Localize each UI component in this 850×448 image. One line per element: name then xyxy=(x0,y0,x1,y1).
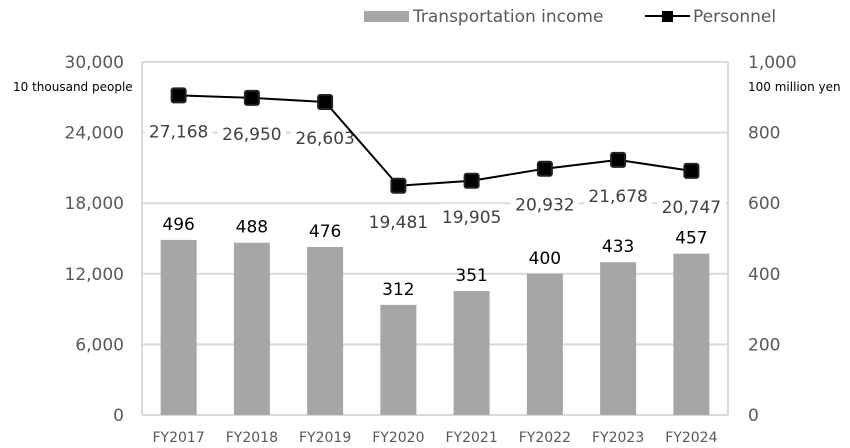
left-axis-unit: 10 thousand people xyxy=(13,80,133,94)
bar xyxy=(160,239,197,415)
line-data-label: 21,678 xyxy=(588,187,647,207)
line-label-bg xyxy=(364,208,433,235)
line-data-label: 26,950 xyxy=(222,125,281,145)
left-axis-tick: 6,000 xyxy=(75,335,124,355)
bar-data-label: 488 xyxy=(236,218,268,238)
line-label-bg xyxy=(437,203,506,230)
x-axis-tick: FY2019 xyxy=(299,430,351,446)
line-marker xyxy=(317,93,334,110)
line-marker xyxy=(610,151,627,168)
right-axis-tick: 200 xyxy=(748,335,780,355)
line-data-label: 27,168 xyxy=(149,122,208,142)
left-axis-tick: 18,000 xyxy=(65,194,124,214)
bar xyxy=(307,246,344,415)
x-axis-tick: FY2023 xyxy=(592,430,644,446)
bar xyxy=(600,262,637,415)
right-axis-tick: 800 xyxy=(748,124,780,144)
right-axis-tick: 1,000 xyxy=(748,53,797,73)
line-data-label: 26,603 xyxy=(295,129,354,149)
bar xyxy=(380,304,417,415)
x-axis-tick: FY2024 xyxy=(665,430,717,446)
line-marker xyxy=(390,177,407,194)
bar-data-label: 400 xyxy=(529,249,561,269)
line-data-label: 20,932 xyxy=(515,196,574,216)
left-axis-tick: 12,000 xyxy=(65,265,124,285)
left-axis-tick: 24,000 xyxy=(65,124,124,144)
legend-marker-swatch xyxy=(662,11,673,22)
bar xyxy=(453,291,490,415)
legend-label: Transportation income xyxy=(412,7,603,27)
bar xyxy=(526,273,563,415)
legend-label: Personnel xyxy=(693,7,776,27)
bar xyxy=(673,253,710,415)
bar-data-label: 351 xyxy=(455,266,487,286)
line-marker xyxy=(243,89,260,106)
bar-data-label: 433 xyxy=(602,237,634,257)
line-data-label: 20,747 xyxy=(662,198,721,218)
line-marker xyxy=(170,87,187,104)
line-marker xyxy=(463,172,480,189)
legend-bar-swatch xyxy=(364,11,409,22)
bar-data-label: 312 xyxy=(382,280,414,300)
line-marker xyxy=(683,162,700,179)
x-axis-tick: FY2021 xyxy=(446,430,498,446)
bar xyxy=(233,242,270,415)
line-label-bg xyxy=(510,191,579,218)
left-axis-tick: 0 xyxy=(113,406,124,426)
right-axis-tick: 400 xyxy=(748,265,780,285)
x-axis-tick: FY2017 xyxy=(153,430,205,446)
x-axis-tick: FY2020 xyxy=(372,430,424,446)
personnel-line xyxy=(178,94,692,187)
right-axis-unit: 100 million yen xyxy=(748,80,841,94)
left-axis-tick: 30,000 xyxy=(65,53,124,73)
bar-data-label: 457 xyxy=(675,229,707,249)
line-data-label: 19,481 xyxy=(369,213,428,233)
x-axis-tick: FY2022 xyxy=(519,430,571,446)
line-data-label: 19,905 xyxy=(442,208,501,228)
bar-data-label: 476 xyxy=(309,222,341,242)
right-axis-tick: 600 xyxy=(748,194,780,214)
line-label-bg xyxy=(584,182,653,209)
line-marker xyxy=(536,160,553,177)
x-axis-tick: FY2018 xyxy=(226,430,278,446)
bar-data-label: 496 xyxy=(162,215,194,235)
line-label-bg xyxy=(217,120,286,147)
right-axis-tick: 0 xyxy=(748,406,759,426)
line-label-bg xyxy=(144,118,213,145)
line-label-bg xyxy=(657,193,726,220)
